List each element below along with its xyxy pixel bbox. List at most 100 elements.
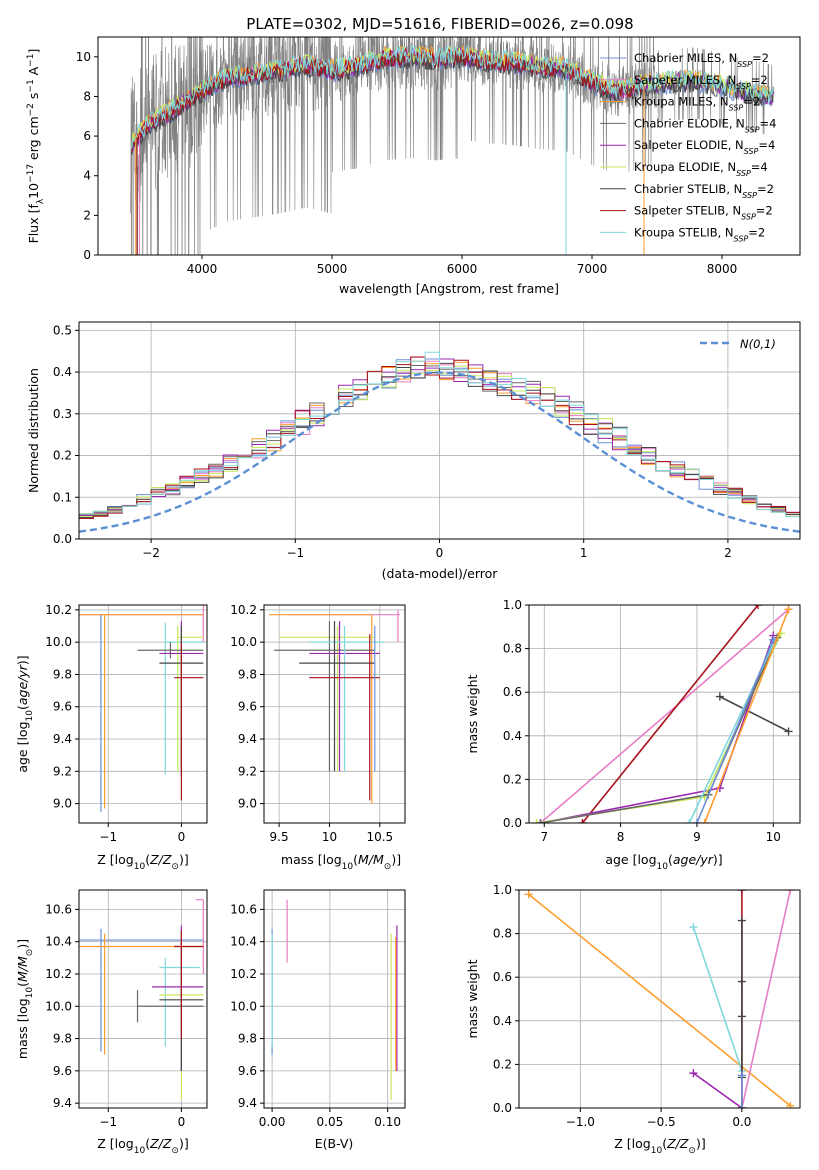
mass_vs_Z-ytick-label: 9.4 [53, 1096, 72, 1110]
age-vs-Z-ylabel-part: age [log [15, 721, 30, 772]
normal-curve [79, 371, 800, 533]
spectrum-model-line-0 [131, 51, 774, 155]
legend-label-main: Chabrier ELODIE, N [634, 116, 745, 130]
weight_vs_Z-point-marker [737, 1012, 746, 1021]
weight_vs_Z-series-line [692, 926, 743, 1072]
spectrum-xlabel: wavelength [Angstrom, rest frame] [339, 281, 559, 296]
legend-label-main: Kroupa STELIB, N [634, 225, 734, 239]
legend-label-0: Chabrier MILES, NSSP=2 [634, 51, 769, 69]
age_vs_mass-ytick-label: 10.0 [230, 635, 257, 649]
spectrum-xtick-label: 6000 [447, 262, 478, 276]
spectrum-xtick-label: 4000 [187, 262, 218, 276]
weight_vs_age-plot-area [532, 605, 793, 823]
legend-label-6: Chabrier STELIB, NSSP=2 [634, 182, 774, 200]
spectrum-ytick-label: 0 [83, 248, 91, 262]
weight_vs_age-xtick-label: 10 [766, 830, 781, 844]
weight_vs_age-point-marker [532, 819, 541, 823]
weight_vs_age-point-marker [536, 819, 545, 823]
mass_vs_Z-ytick-label: 10.0 [45, 999, 72, 1013]
legend-label-main: Kroupa MILES, N [634, 95, 729, 109]
mass-vs-Z-ylabel-part: mass [log [15, 998, 30, 1059]
weight_vs_age-point-marker [700, 819, 709, 823]
legend-label-2: Kroupa MILES, NSSP=2 [634, 95, 760, 113]
weight_vs_Z-point-marker [737, 916, 746, 925]
mass-vs-Z-xlabel-part: Z/Z [149, 1136, 172, 1151]
weight-vs-Z-xlabel-part: )] [696, 1136, 706, 1151]
weight_vs_age-point-marker [784, 605, 793, 614]
age-vs-mass-xlabel-part: 10 [342, 862, 354, 872]
residuals-ylabel: Normed distribution [26, 368, 41, 493]
weight_vs_age-series-line [581, 605, 759, 823]
legend-label-main: Kroupa ELODIE, N [634, 160, 736, 174]
weight-vs-age-xlabel-part: ( [668, 852, 673, 867]
age_vs_mass-ytick-label: 9.6 [238, 700, 257, 714]
mass_vs_ebv-axes: 0.00 0.05 0.10 9.4 9.6 9.8 10.0 10.2 10.4 10.6 [230, 890, 405, 1129]
spectrum-ylabel-part: −1 [26, 79, 36, 92]
legend-label-sub: SSP [737, 60, 752, 69]
weight_vs_age-frame [528, 604, 801, 824]
mass_vs_ebv-ytick-label: 10.4 [230, 935, 257, 949]
legend-label-tail: =4 [760, 116, 777, 130]
mass-vs-Z-xlabel-part: 10 [134, 1146, 146, 1156]
weight-vs-Z-xlabel-part: Z/Z [666, 1136, 689, 1151]
legend-label-sub: SSP [745, 125, 760, 134]
age_vs_Z-ytick-label: 9.8 [53, 667, 72, 681]
weight_vs_Z-ytick-label: 1.0 [493, 883, 512, 897]
spectrum-frame [97, 36, 801, 256]
age_vs_mass-frame [263, 604, 406, 824]
mass_vs_ebv-ytick-label: 9.8 [238, 1032, 257, 1046]
legend-label-sub: SSP [742, 190, 757, 199]
mass-vs-Z-ylabel-part: M/M [15, 956, 30, 982]
residuals-frame [78, 321, 801, 540]
mass_vs_Z-plot-area [79, 899, 204, 1100]
legend-label-tail: =2 [748, 225, 765, 239]
residuals-xtick-label: 2 [724, 546, 732, 560]
mass-vs-Z-xlabel: Z [log10(Z/Z⊙)] [97, 1136, 188, 1156]
spectrum-xtick-label: 7000 [577, 262, 608, 276]
legend-label-sub: SSP [729, 103, 744, 112]
mass-vs-Z-ylabel-part: 10 [25, 987, 35, 999]
age_vs_Z-ytick-label: 9.0 [53, 797, 72, 811]
mass_vs_Z-ytick-label: 10.4 [45, 935, 72, 949]
legend-label-tail: =2 [751, 73, 768, 87]
age_vs_Z-xtick-label: 0 [178, 830, 186, 844]
residuals-xtick-label: −2 [142, 546, 160, 560]
weight_vs_Z-series-line [692, 1072, 743, 1108]
spectrum-ylabel-part: erg cm [26, 116, 41, 164]
age_vs_mass-xtick-label: 10 [322, 830, 337, 844]
mass_vs_ebv-ytick-label: 10.2 [230, 967, 257, 981]
age_vs_mass-ytick-label: 9.0 [238, 797, 257, 811]
weight_vs_age-ytick-label: 1.0 [503, 598, 522, 612]
weight_vs_age-xtick-label: 8 [617, 830, 625, 844]
weight_vs_Z-ytick-label: 0.8 [493, 927, 512, 941]
spectrum-model-line-8 [131, 44, 774, 149]
age_vs_Z-ytick-label: 9.4 [53, 732, 72, 746]
age-vs-Z-xlabel: Z [log10(Z/Z⊙)] [97, 852, 188, 872]
weight_vs_Z-series-line [528, 893, 791, 1107]
normal-legend-label: N(0,1) [740, 337, 776, 351]
weight_vs_Z-xtick-label: 0.0 [732, 1115, 751, 1129]
residuals-xtick-label: −1 [286, 546, 304, 560]
legend-label-tail: =4 [751, 160, 768, 174]
weight_vs_age-series-line [703, 609, 790, 823]
weight_vs_age-series-line [719, 695, 789, 733]
mass-vs-Z-ylabel-part: ( [15, 982, 30, 987]
legend-label-5: Kroupa ELODIE, NSSP=4 [634, 160, 768, 178]
age-vs-Z-ylabel-part: ( [15, 705, 30, 710]
age-vs-Z-ylabel: age [log10(age/yr)] [15, 655, 35, 772]
age_vs_Z-frame [78, 604, 208, 824]
weight-vs-age-xlabel-part: age [log [605, 852, 656, 867]
weight_vs_Z-frame [518, 889, 801, 1109]
age-vs-Z-xlabel-part: Z [log [97, 852, 133, 867]
legend-label-3: Chabrier ELODIE, NSSP=4 [634, 116, 776, 133]
weight_vs_Z-point-marker [786, 1101, 795, 1108]
weight_vs_Z-point-marker [737, 977, 746, 986]
weight-vs-age-xlabel-part: 10 [657, 862, 669, 872]
weight_vs_age-ytick-label: 0.8 [503, 642, 522, 656]
age_vs_Z-ytick-label: 9.6 [53, 700, 72, 714]
weight_vs_age-ytick-label: 0.0 [503, 816, 522, 830]
spectrum-ylabel-part: −17 [26, 164, 36, 183]
age-vs-Z-ylabel-part: age/yr [15, 664, 30, 705]
